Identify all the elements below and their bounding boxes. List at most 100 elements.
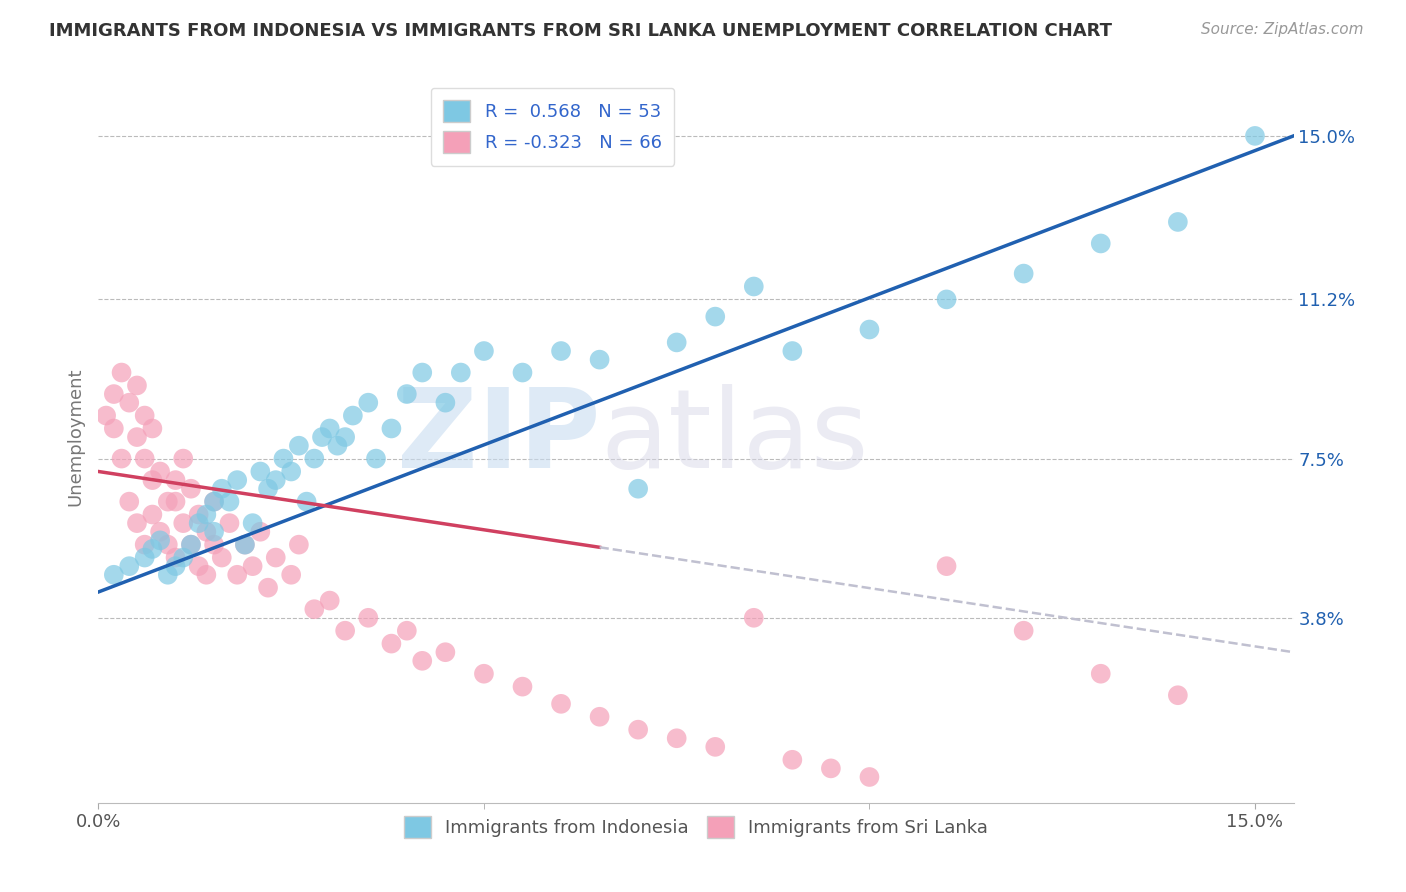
Point [395, 624, 418, 638]
Point [103, 421, 125, 435]
Point [264, 473, 287, 487]
Point [357, 611, 380, 625]
Point [257, 482, 280, 496]
Point [472, 344, 495, 359]
Point [125, 516, 148, 530]
Point [110, 451, 132, 466]
Point [187, 516, 209, 530]
Point [288, 538, 311, 552]
Point [226, 567, 249, 582]
Point [295, 494, 318, 508]
Point [172, 516, 194, 530]
Point [249, 524, 271, 539]
Point [141, 508, 163, 522]
Point [742, 279, 765, 293]
Point [195, 524, 218, 539]
Point [380, 637, 402, 651]
Point [202, 494, 225, 508]
Point [411, 366, 433, 380]
Point [180, 538, 202, 552]
Point [665, 731, 688, 746]
Point [103, 387, 125, 401]
Point [156, 494, 179, 508]
Point [704, 310, 727, 324]
Point [1012, 624, 1035, 638]
Point [134, 409, 156, 423]
Point [1090, 236, 1112, 251]
Point [242, 516, 264, 530]
Point [233, 538, 256, 552]
Legend: Immigrants from Indonesia, Immigrants from Sri Lanka: Immigrants from Indonesia, Immigrants fr… [389, 801, 1002, 852]
Point [141, 541, 163, 556]
Point [550, 344, 572, 359]
Point [211, 550, 233, 565]
Point [304, 602, 326, 616]
Point [820, 761, 842, 775]
Point [134, 538, 156, 552]
Point [434, 395, 457, 409]
Point [94, 409, 117, 423]
Point [304, 451, 326, 466]
Text: ZIP: ZIP [396, 384, 600, 491]
Point [319, 421, 342, 435]
Point [165, 473, 187, 487]
Point [588, 352, 610, 367]
Point [264, 550, 287, 565]
Point [211, 482, 233, 496]
Point [125, 378, 148, 392]
Point [187, 508, 209, 522]
Point [195, 508, 218, 522]
Point [434, 645, 457, 659]
Point [588, 710, 610, 724]
Point [156, 567, 179, 582]
Point [472, 666, 495, 681]
Point [172, 451, 194, 466]
Point [125, 430, 148, 444]
Point [257, 581, 280, 595]
Point [935, 293, 957, 307]
Text: IMMIGRANTS FROM INDONESIA VS IMMIGRANTS FROM SRI LANKA UNEMPLOYMENT CORRELATION : IMMIGRANTS FROM INDONESIA VS IMMIGRANTS … [49, 22, 1112, 40]
Point [187, 559, 209, 574]
Point [118, 559, 141, 574]
Point [134, 451, 156, 466]
Point [118, 395, 141, 409]
Point [395, 387, 418, 401]
Point [110, 366, 132, 380]
Point [311, 430, 333, 444]
Point [326, 439, 349, 453]
Point [1090, 666, 1112, 681]
Y-axis label: Unemployment: Unemployment [66, 368, 84, 507]
Point [333, 430, 356, 444]
Point [512, 680, 534, 694]
Point [149, 524, 172, 539]
Point [342, 409, 364, 423]
Point [858, 770, 880, 784]
Point [103, 567, 125, 582]
Point [218, 494, 240, 508]
Point [165, 559, 187, 574]
Point [118, 494, 141, 508]
Point [202, 494, 225, 508]
Point [450, 366, 472, 380]
Point [180, 482, 202, 496]
Point [141, 473, 163, 487]
Point [411, 654, 433, 668]
Point [1167, 688, 1189, 702]
Point [149, 533, 172, 548]
Point [627, 482, 650, 496]
Point [364, 451, 387, 466]
Point [319, 593, 342, 607]
Point [233, 538, 256, 552]
Point [704, 739, 727, 754]
Point [782, 753, 804, 767]
Point [858, 322, 880, 336]
Point [333, 624, 356, 638]
Point [1167, 215, 1189, 229]
Point [1012, 267, 1035, 281]
Point [226, 473, 249, 487]
Point [218, 516, 240, 530]
Point [665, 335, 688, 350]
Point [280, 567, 302, 582]
Point [627, 723, 650, 737]
Point [141, 421, 163, 435]
